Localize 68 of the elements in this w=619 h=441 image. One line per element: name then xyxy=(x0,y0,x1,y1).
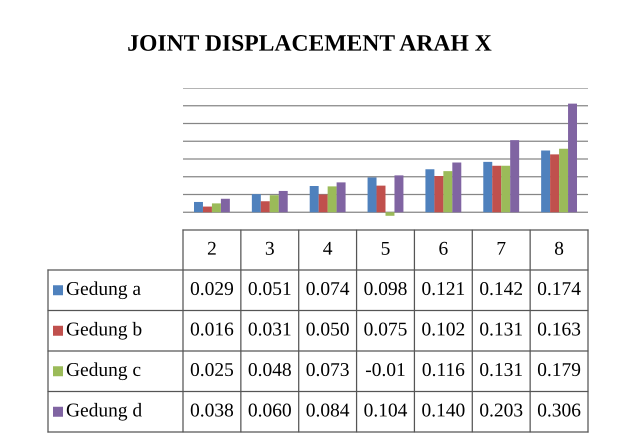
x-tick-label: 5 xyxy=(382,242,390,255)
bar xyxy=(541,150,550,212)
data-label: -0.01 xyxy=(366,362,405,376)
data-label: 0.084 xyxy=(306,403,350,417)
data-label: 0.140 xyxy=(422,403,464,417)
data-label: 0.131 xyxy=(480,362,522,376)
x-tick-label: 3 xyxy=(266,242,274,255)
data-label: 0.142 xyxy=(480,282,522,296)
bar xyxy=(434,176,444,212)
x-tick-label: 6 xyxy=(439,242,448,255)
data-label: 0.131 xyxy=(480,322,522,336)
bar xyxy=(278,190,288,212)
data-label: 0.163 xyxy=(538,322,580,336)
data-label: 0.116 xyxy=(422,362,464,376)
data-label: 0.098 xyxy=(364,282,407,296)
bar xyxy=(492,166,502,212)
bar xyxy=(202,206,212,212)
bar xyxy=(368,177,377,212)
bar xyxy=(394,175,404,212)
data-label: 0.074 xyxy=(306,282,350,296)
bar xyxy=(550,154,560,212)
data-label: 0.179 xyxy=(538,362,580,376)
data-label: 0.016 xyxy=(190,322,234,336)
x-tick-label: 7 xyxy=(498,242,506,255)
bar xyxy=(318,194,328,212)
bar xyxy=(260,201,270,212)
bar xyxy=(501,166,510,212)
bar xyxy=(220,198,230,212)
data-label: 0.203 xyxy=(480,403,522,417)
bar xyxy=(568,104,578,212)
data-label: 0.306 xyxy=(538,403,580,417)
bar xyxy=(252,194,261,212)
data-label: 0.075 xyxy=(364,322,407,336)
legend-label: Gedung d xyxy=(66,402,142,421)
data-label: 0.038 xyxy=(190,403,234,417)
chart-title: JOINT DISPLACEMENT ARAH X xyxy=(128,35,492,51)
legend-label: Gedung b xyxy=(66,322,142,340)
data-label: 0.051 xyxy=(248,282,290,296)
bar xyxy=(559,148,568,212)
data-label: 0.121 xyxy=(422,282,464,296)
data-label: 0.050 xyxy=(306,322,349,336)
bar xyxy=(452,162,462,212)
data-label: 0.174 xyxy=(538,282,581,296)
data-label: 0.025 xyxy=(190,362,234,376)
data-label: 0.073 xyxy=(306,362,349,376)
x-tick-label: 4 xyxy=(323,242,332,255)
bar xyxy=(328,186,337,212)
data-label: 0.102 xyxy=(422,322,464,336)
bar xyxy=(270,195,279,212)
bar xyxy=(310,186,319,212)
data-label: 0.104 xyxy=(364,403,408,417)
data-label: 0.031 xyxy=(248,322,290,336)
data-label: 0.029 xyxy=(190,282,234,296)
x-tick-label: 2 xyxy=(208,242,216,255)
bar xyxy=(510,140,520,212)
x-tick-label: 8 xyxy=(554,242,564,255)
legend-label: Gedung c xyxy=(66,362,140,380)
bar xyxy=(194,202,203,212)
bar xyxy=(483,162,492,212)
bar xyxy=(376,186,386,212)
bar xyxy=(386,212,394,216)
data-label: 0.048 xyxy=(248,362,291,376)
data-label: 0.060 xyxy=(248,403,291,417)
bar xyxy=(212,203,221,212)
bar xyxy=(336,182,346,212)
bar xyxy=(425,169,434,212)
legend-label: Gedung a xyxy=(66,281,141,300)
bar xyxy=(443,171,452,212)
